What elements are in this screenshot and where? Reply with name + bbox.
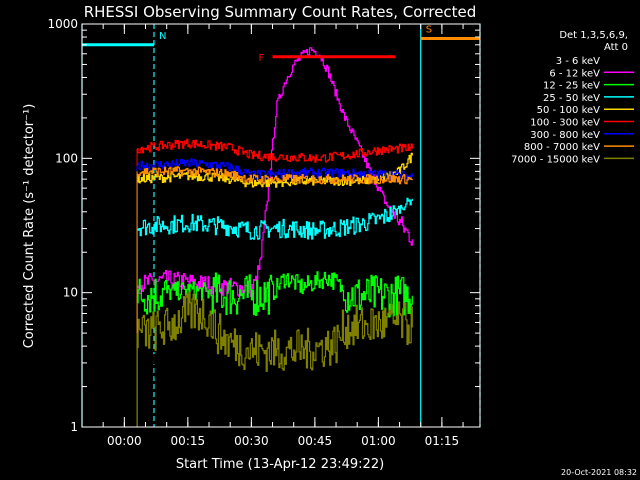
x-tick-label-2: 00:30 [234, 434, 269, 448]
legend-header-0: Det 1,3,5,6,9, [559, 30, 628, 41]
annotation-label-2: S [426, 24, 432, 35]
series-line-5 [137, 138, 413, 163]
x-tick-label-5: 01:15 [425, 434, 460, 448]
x-tick-label-3: 00:45 [298, 434, 333, 448]
series-line-1 [137, 47, 413, 298]
y-tick-label-1: 10 [63, 286, 78, 300]
x-axis-label: Start Time (13-Apr-12 23:49:22) [176, 457, 384, 472]
series-line-2 [137, 271, 413, 318]
legend-label-3: 25 - 50 keV [543, 93, 600, 104]
y-tick-label-2: 100 [55, 151, 78, 165]
legend-label-8: 7000 - 15000 keV [511, 154, 600, 165]
legend-label-5: 100 - 300 keV [530, 118, 600, 129]
y-tick-label-3: 1000 [47, 17, 78, 31]
annotation-label-1: F [259, 53, 265, 64]
y-axis-label: Corrected Count Rate (s⁻¹ detector⁻¹) [22, 104, 37, 349]
x-tick-label-0: 00:00 [107, 434, 142, 448]
plot-frame [81, 23, 481, 428]
legend-label-0: 3 - 6 keV [556, 56, 600, 67]
legend-label-4: 50 - 100 keV [537, 105, 601, 116]
legend-label-6: 300 - 800 keV [530, 130, 600, 141]
legend-header-1: Att 0 [604, 42, 628, 53]
x-tick-label-4: 01:00 [361, 434, 396, 448]
series-line-7 [137, 166, 413, 185]
chart-title: RHESSI Observing Summary Count Rates, Co… [84, 3, 477, 21]
annotation-label-0: N [159, 31, 166, 42]
legend-label-7: 800 - 7000 keV [524, 142, 600, 153]
legend-label-2: 12 - 25 keV [543, 81, 600, 92]
series-line-4 [137, 152, 413, 188]
timestamp: 20-Oct-2021 08:32 [561, 468, 637, 477]
series-line-0 [141, 49, 405, 426]
x-tick-label-1: 00:15 [171, 434, 206, 448]
legend-label-1: 6 - 12 keV [549, 68, 600, 79]
series-line-8 [137, 291, 413, 372]
y-tick-label-0: 1 [70, 420, 78, 434]
series-line-3 [137, 197, 413, 240]
